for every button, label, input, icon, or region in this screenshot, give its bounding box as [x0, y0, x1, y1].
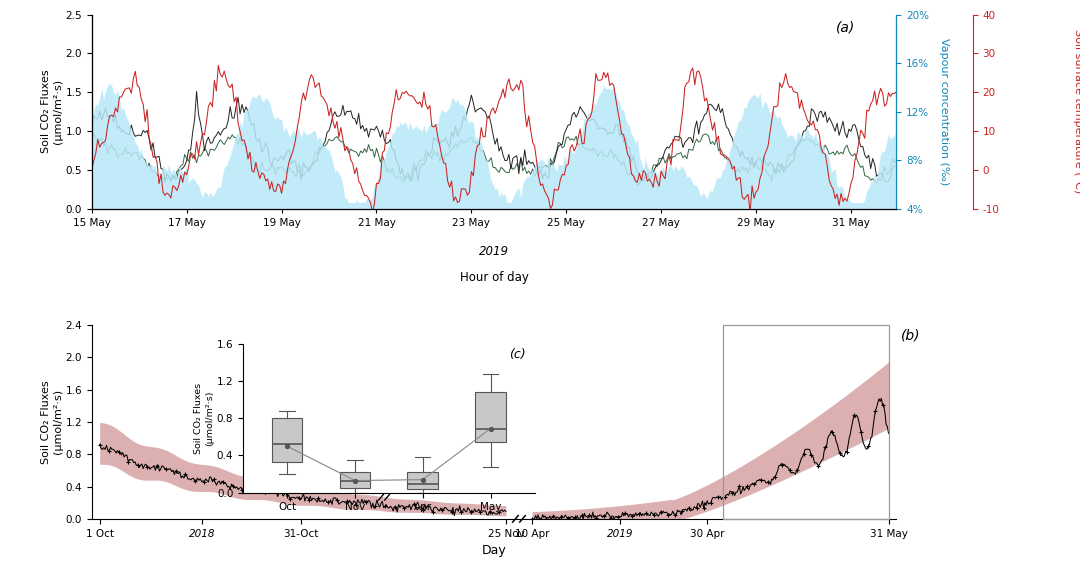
PathPatch shape: [475, 392, 505, 441]
PathPatch shape: [272, 419, 302, 462]
Y-axis label: Soil CO₂ Fluxes
(μmol/m²·s): Soil CO₂ Fluxes (μmol/m²·s): [41, 70, 63, 153]
Text: 2019: 2019: [480, 245, 509, 258]
Bar: [723, 325, 889, 519]
PathPatch shape: [407, 472, 438, 489]
Text: (b): (b): [901, 329, 920, 343]
PathPatch shape: [339, 472, 370, 488]
Y-axis label: Soil surface temperature (°C): Soil surface temperature (°C): [1072, 29, 1080, 194]
X-axis label: Day: Day: [482, 544, 507, 557]
Y-axis label: Vapour concentration (‰): Vapour concentration (‰): [939, 38, 948, 185]
Y-axis label: Soil CO₂ Fluxes
(μmol/m²·s): Soil CO₂ Fluxes (μmol/m²·s): [41, 380, 63, 463]
Text: Hour of day: Hour of day: [460, 271, 528, 283]
Text: (c): (c): [510, 349, 526, 361]
Y-axis label: Soil CO₂ Fluxes
(μmol/m²·s): Soil CO₂ Fluxes (μmol/m²·s): [194, 383, 214, 454]
Text: (a): (a): [836, 20, 855, 34]
